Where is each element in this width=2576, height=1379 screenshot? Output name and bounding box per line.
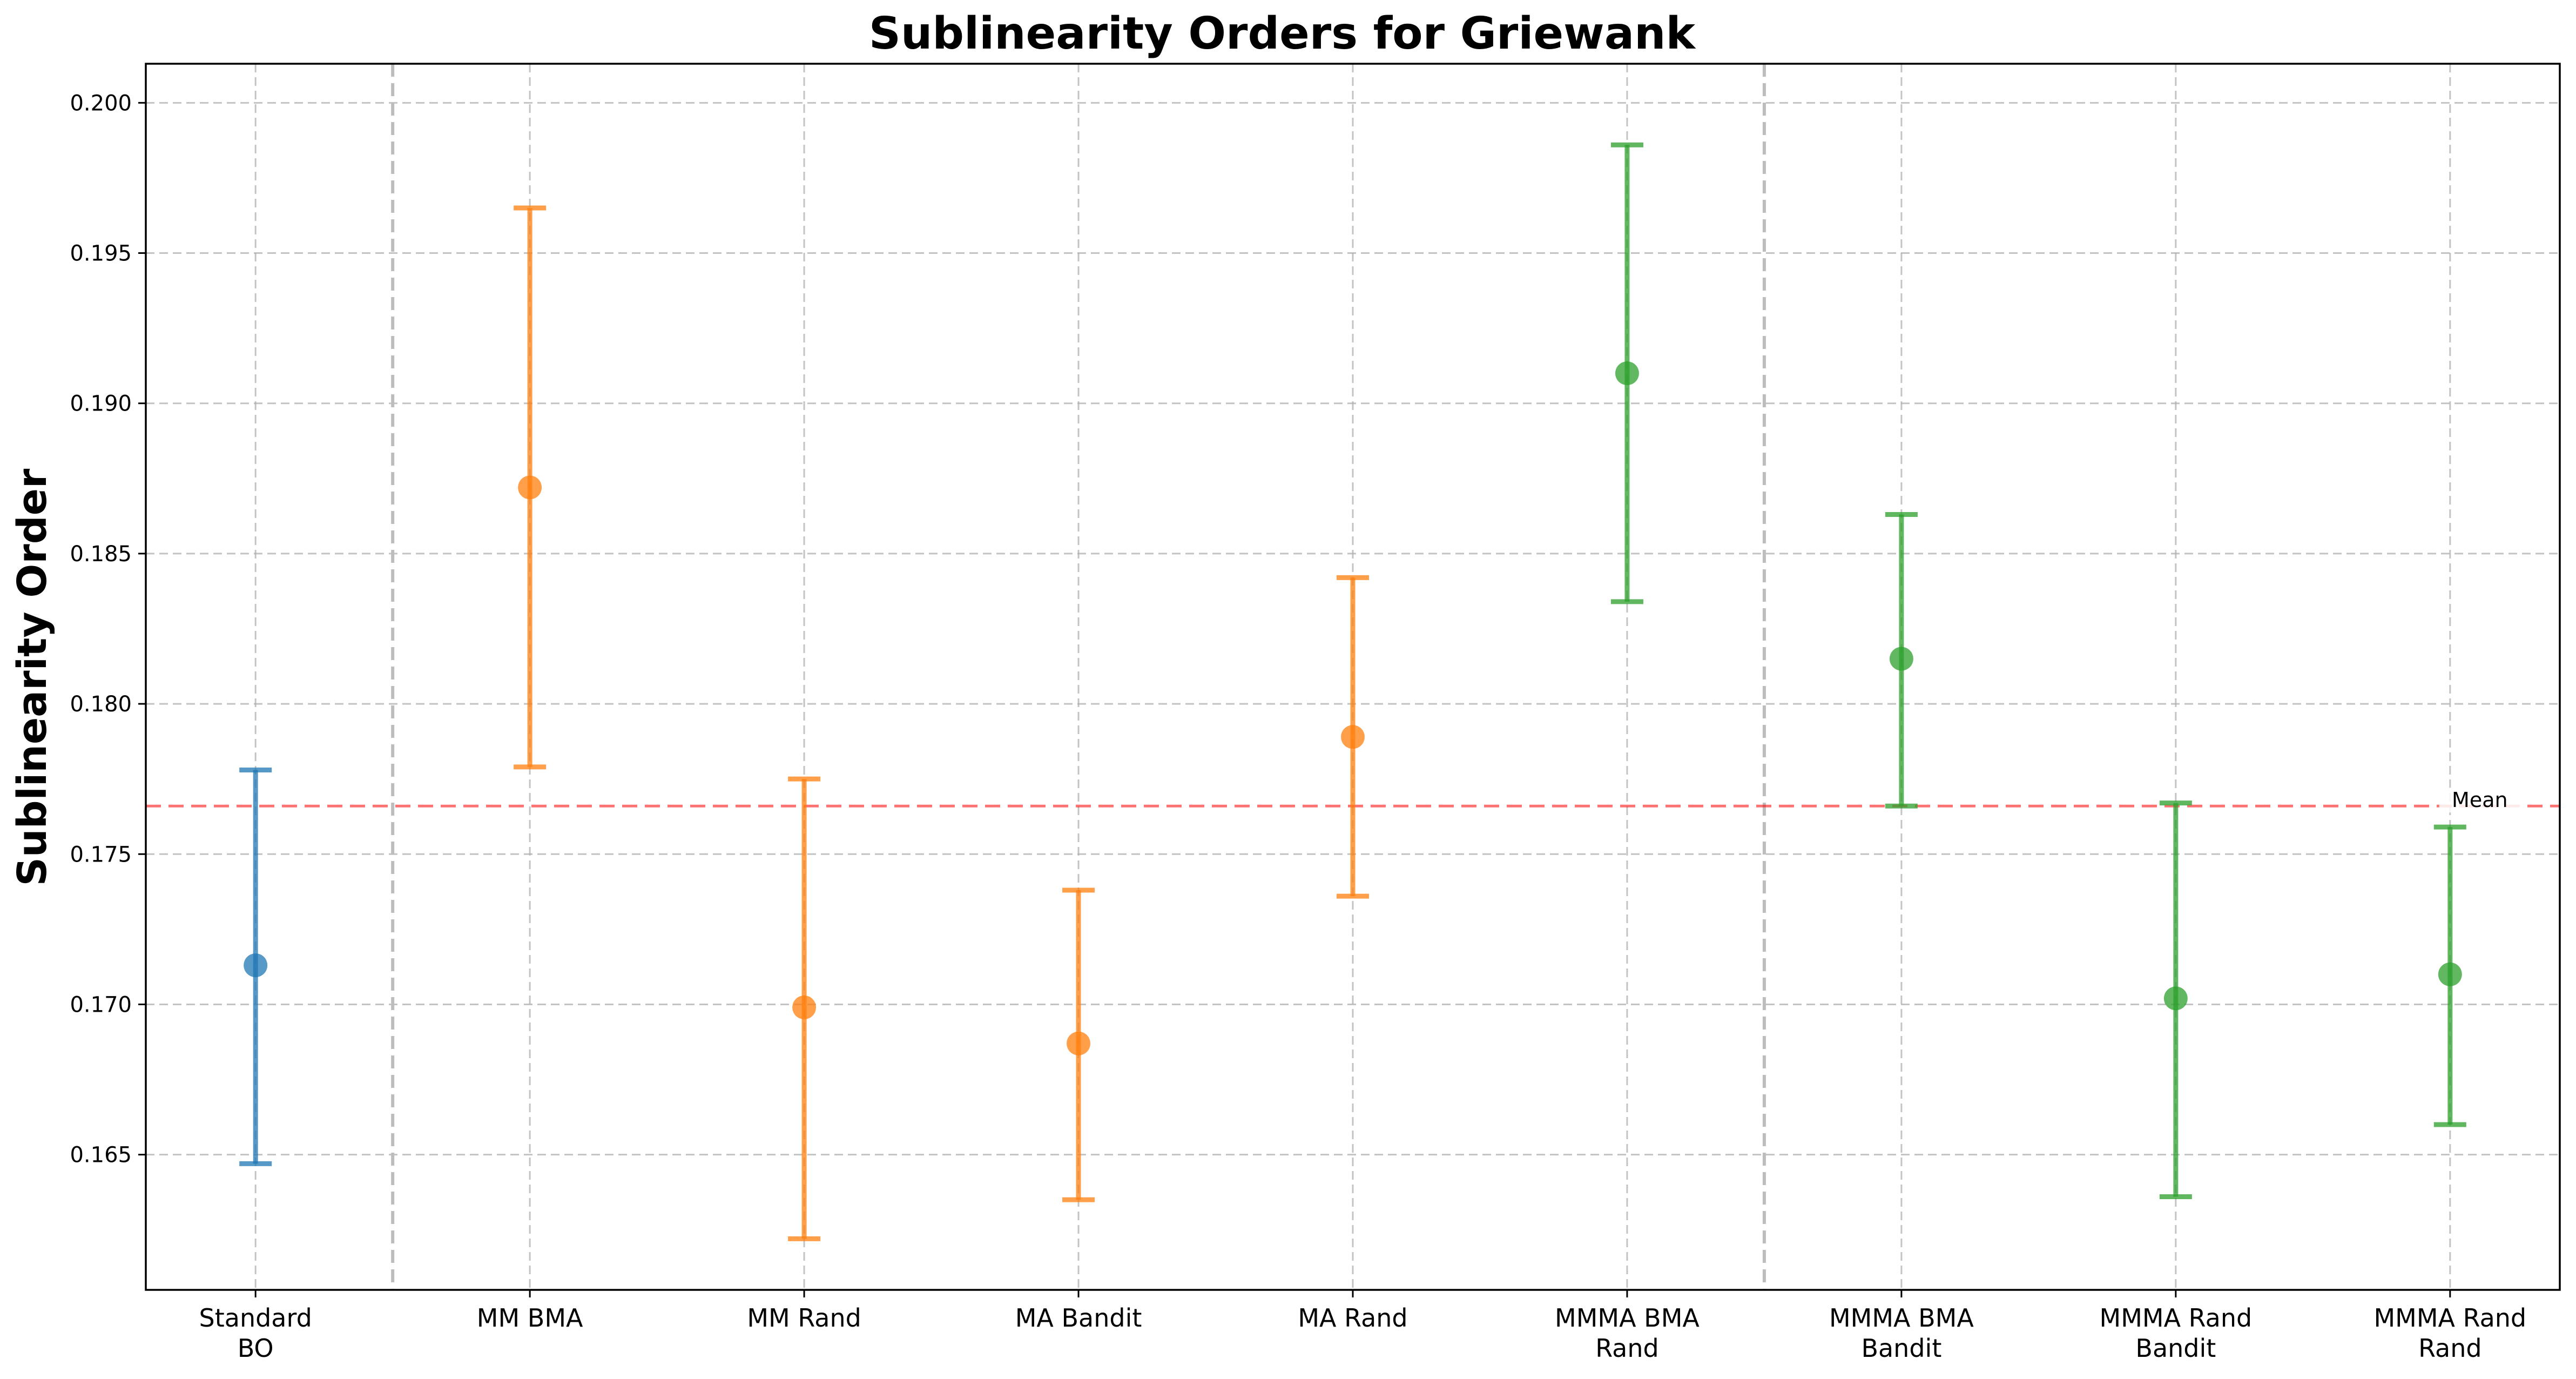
- mean-point: [1067, 1031, 1091, 1055]
- x-tick-label: MMMA BMA Rand: [1555, 1303, 1700, 1363]
- x-tick-label-line: Rand: [1595, 1334, 1659, 1363]
- y-tick-label: 0.170: [70, 992, 132, 1017]
- x-tick-label-line: MM BMA: [477, 1303, 583, 1333]
- mean-point: [2163, 986, 2188, 1011]
- mean-label-bg: [2439, 788, 2520, 813]
- x-tick-label-line: Bandit: [2135, 1334, 2216, 1363]
- x-tick-label-line: MA Rand: [1298, 1303, 1407, 1333]
- x-tick-label: MMMA Rand Bandit: [2100, 1303, 2253, 1363]
- data-point-group: [1885, 512, 1918, 809]
- y-tick-label: 0.195: [70, 241, 132, 266]
- chart-title: Sublinearity Orders for Griewank: [869, 8, 1697, 59]
- x-tick-label: MA Rand: [1298, 1303, 1407, 1333]
- y-tick-label: 0.180: [70, 692, 132, 717]
- mean-point: [2438, 962, 2462, 986]
- x-tick-label-line: MMMA BMA: [1555, 1303, 1700, 1333]
- y-tick-label: 0.200: [70, 91, 132, 116]
- y-axis-ticks: 0.165 0.170 0.175 0.180 0.185 0.190 0.195 0.200: [70, 91, 146, 1168]
- y-tick-label: 0.165: [70, 1143, 132, 1168]
- y-tick-label: 0.185: [70, 542, 132, 567]
- mean-point: [1889, 647, 1913, 671]
- x-tick-label: MM BMA: [477, 1303, 583, 1333]
- x-tick-label-line: BO: [238, 1334, 274, 1363]
- x-tick-label-line: MMMA Rand: [2373, 1303, 2526, 1333]
- data-point-group: [788, 776, 821, 1241]
- x-tick-label: MMMA BMA Bandit: [1829, 1303, 1974, 1363]
- mean-point: [244, 953, 268, 978]
- x-tick-label-line: Standard: [199, 1303, 312, 1333]
- data-point-group: [2159, 801, 2192, 1200]
- mean-point: [1341, 725, 1365, 749]
- x-tick-label-line: MMMA Rand: [2100, 1303, 2253, 1333]
- x-tick-label: MA Bandit: [1015, 1303, 1142, 1333]
- mean-point: [1615, 361, 1639, 386]
- y-tick-label: 0.190: [70, 392, 132, 416]
- data-point-group: [239, 767, 272, 1166]
- mean-label: Mean: [2452, 788, 2508, 812]
- x-tick-label: MMMA Rand Rand: [2373, 1303, 2526, 1363]
- y-axis-label: Sublinearity Order: [9, 468, 56, 886]
- x-tick-label: MM Rand: [747, 1303, 861, 1333]
- x-tick-label-line: Rand: [2418, 1334, 2482, 1363]
- data-point-group: [514, 205, 547, 770]
- x-tick-label: Standard BO: [199, 1303, 312, 1363]
- x-tick-label-line: MA Bandit: [1015, 1303, 1142, 1333]
- x-tick-label-line: Bandit: [1861, 1334, 1941, 1363]
- x-axis-ticks: Standard BO MM BMA MM Rand MA Bandit MA Rand M…: [199, 1290, 2526, 1363]
- mean-point: [518, 475, 542, 500]
- y-tick-label: 0.175: [70, 842, 132, 867]
- mean-point: [792, 995, 817, 1020]
- data-point-group: [1337, 575, 1369, 899]
- data-layer: [239, 142, 2466, 1241]
- data-point-group: [1062, 887, 1095, 1202]
- group-separators: [391, 64, 1766, 1290]
- x-tick-label-line: MMMA BMA: [1829, 1303, 1974, 1333]
- data-point-group: [2433, 824, 2466, 1127]
- x-tick-label-line: MM Rand: [747, 1303, 861, 1333]
- data-point-group: [1610, 142, 1643, 604]
